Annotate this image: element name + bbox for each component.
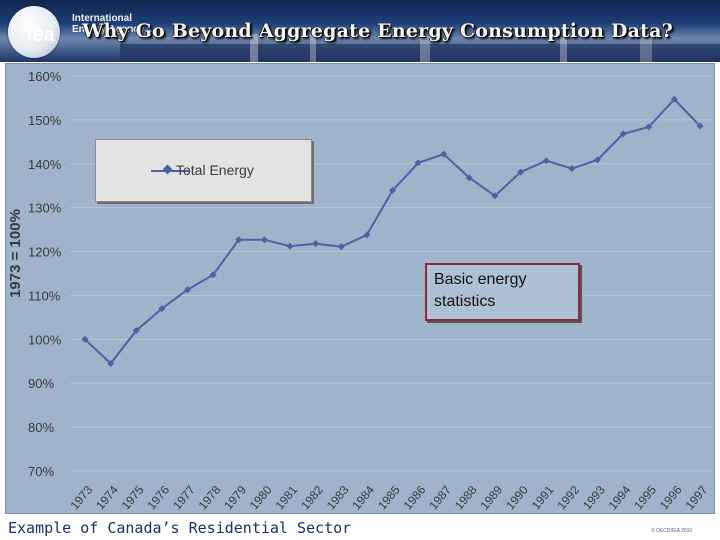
x-tick-label: 1993	[580, 483, 608, 513]
x-tick-label: 1990	[503, 483, 531, 513]
x-tick-label: 1988	[452, 483, 480, 513]
x-tick-label: 1982	[298, 483, 326, 513]
footer-caption: Example of Canada’s Residential Sector	[8, 519, 352, 537]
y-tick-label: 70%	[28, 464, 54, 479]
data-point	[465, 174, 473, 182]
data-point	[260, 236, 268, 244]
slide-title: Why Go Beyond Aggregate Energy Consumpti…	[82, 20, 673, 42]
y-tick-label: 130%	[28, 201, 62, 216]
x-tick-label: 1973	[67, 483, 95, 513]
data-point	[312, 240, 320, 248]
y-tick-label: 90%	[28, 376, 54, 391]
logo-wordmark: International Energy Agency	[72, 13, 145, 35]
y-tick-label: 160%	[28, 69, 62, 84]
data-point	[696, 122, 704, 130]
y-tick-label: 150%	[28, 113, 62, 128]
y-tick-label: 100%	[28, 332, 62, 347]
x-tick-label: 1976	[144, 483, 172, 513]
data-point	[184, 286, 191, 294]
x-tick-label: 1981	[272, 483, 300, 513]
x-tick-label: 1997	[682, 483, 710, 513]
x-tick-label: 1994	[606, 483, 634, 513]
plot-area	[5, 63, 715, 514]
x-tick-label: 1977	[170, 483, 198, 513]
data-point	[517, 168, 525, 176]
x-tick-label: 1974	[93, 483, 121, 513]
data-point	[568, 165, 576, 173]
x-tick-label: 1996	[657, 483, 685, 513]
x-tick-label: 1984	[349, 483, 377, 513]
data-point	[670, 95, 678, 103]
y-axis-label: 1973 = 100%	[7, 209, 24, 298]
x-tick-label: 1983	[324, 483, 352, 513]
data-point	[363, 231, 371, 239]
x-tick-label: 1978	[196, 483, 224, 513]
y-tick-label: 80%	[28, 420, 54, 435]
logo-text: iea	[27, 24, 55, 46]
data-point	[337, 243, 345, 251]
data-point	[491, 192, 499, 200]
x-tick-label: 1980	[247, 483, 275, 513]
data-point	[132, 327, 140, 335]
iea-logo	[8, 6, 60, 58]
x-tick-label: 1987	[426, 483, 454, 513]
x-tick-label: 1975	[119, 483, 147, 513]
x-tick-label: 1979	[221, 483, 249, 513]
y-tick-label: 120%	[28, 245, 62, 260]
callout-box: Basic energy statistics	[425, 263, 580, 321]
city-skyline-image	[120, 30, 720, 62]
data-point	[414, 159, 422, 167]
data-point	[286, 242, 294, 250]
callout-text: Basic energy statistics	[434, 271, 527, 310]
data-point	[209, 271, 217, 279]
legend-diamond-marker	[162, 164, 173, 175]
data-point	[594, 156, 601, 164]
data-point	[158, 305, 166, 313]
data-point	[107, 359, 115, 367]
data-point	[81, 335, 89, 343]
copyright-notice: © OECD/IEA 2010	[651, 528, 693, 534]
data-point	[235, 236, 243, 244]
x-tick-label: 1991	[529, 483, 557, 513]
y-tick-label: 140%	[28, 157, 62, 172]
data-point	[440, 150, 448, 158]
x-tick-label: 1995	[631, 483, 659, 513]
data-point	[619, 130, 627, 138]
x-tick-label: 1992	[554, 483, 582, 513]
data-point	[645, 123, 653, 131]
chart-legend: Total Energy	[95, 139, 312, 202]
x-tick-label: 1985	[375, 483, 403, 513]
legend-label-total-energy: Total Energy	[176, 162, 254, 178]
y-tick-label: 110%	[28, 288, 61, 303]
x-tick-label: 1986	[401, 483, 429, 513]
title-banner: iea International Energy Agency Why Go B…	[0, 0, 720, 62]
x-tick-label: 1989	[477, 483, 505, 513]
data-point	[542, 157, 550, 165]
data-point	[389, 187, 396, 195]
